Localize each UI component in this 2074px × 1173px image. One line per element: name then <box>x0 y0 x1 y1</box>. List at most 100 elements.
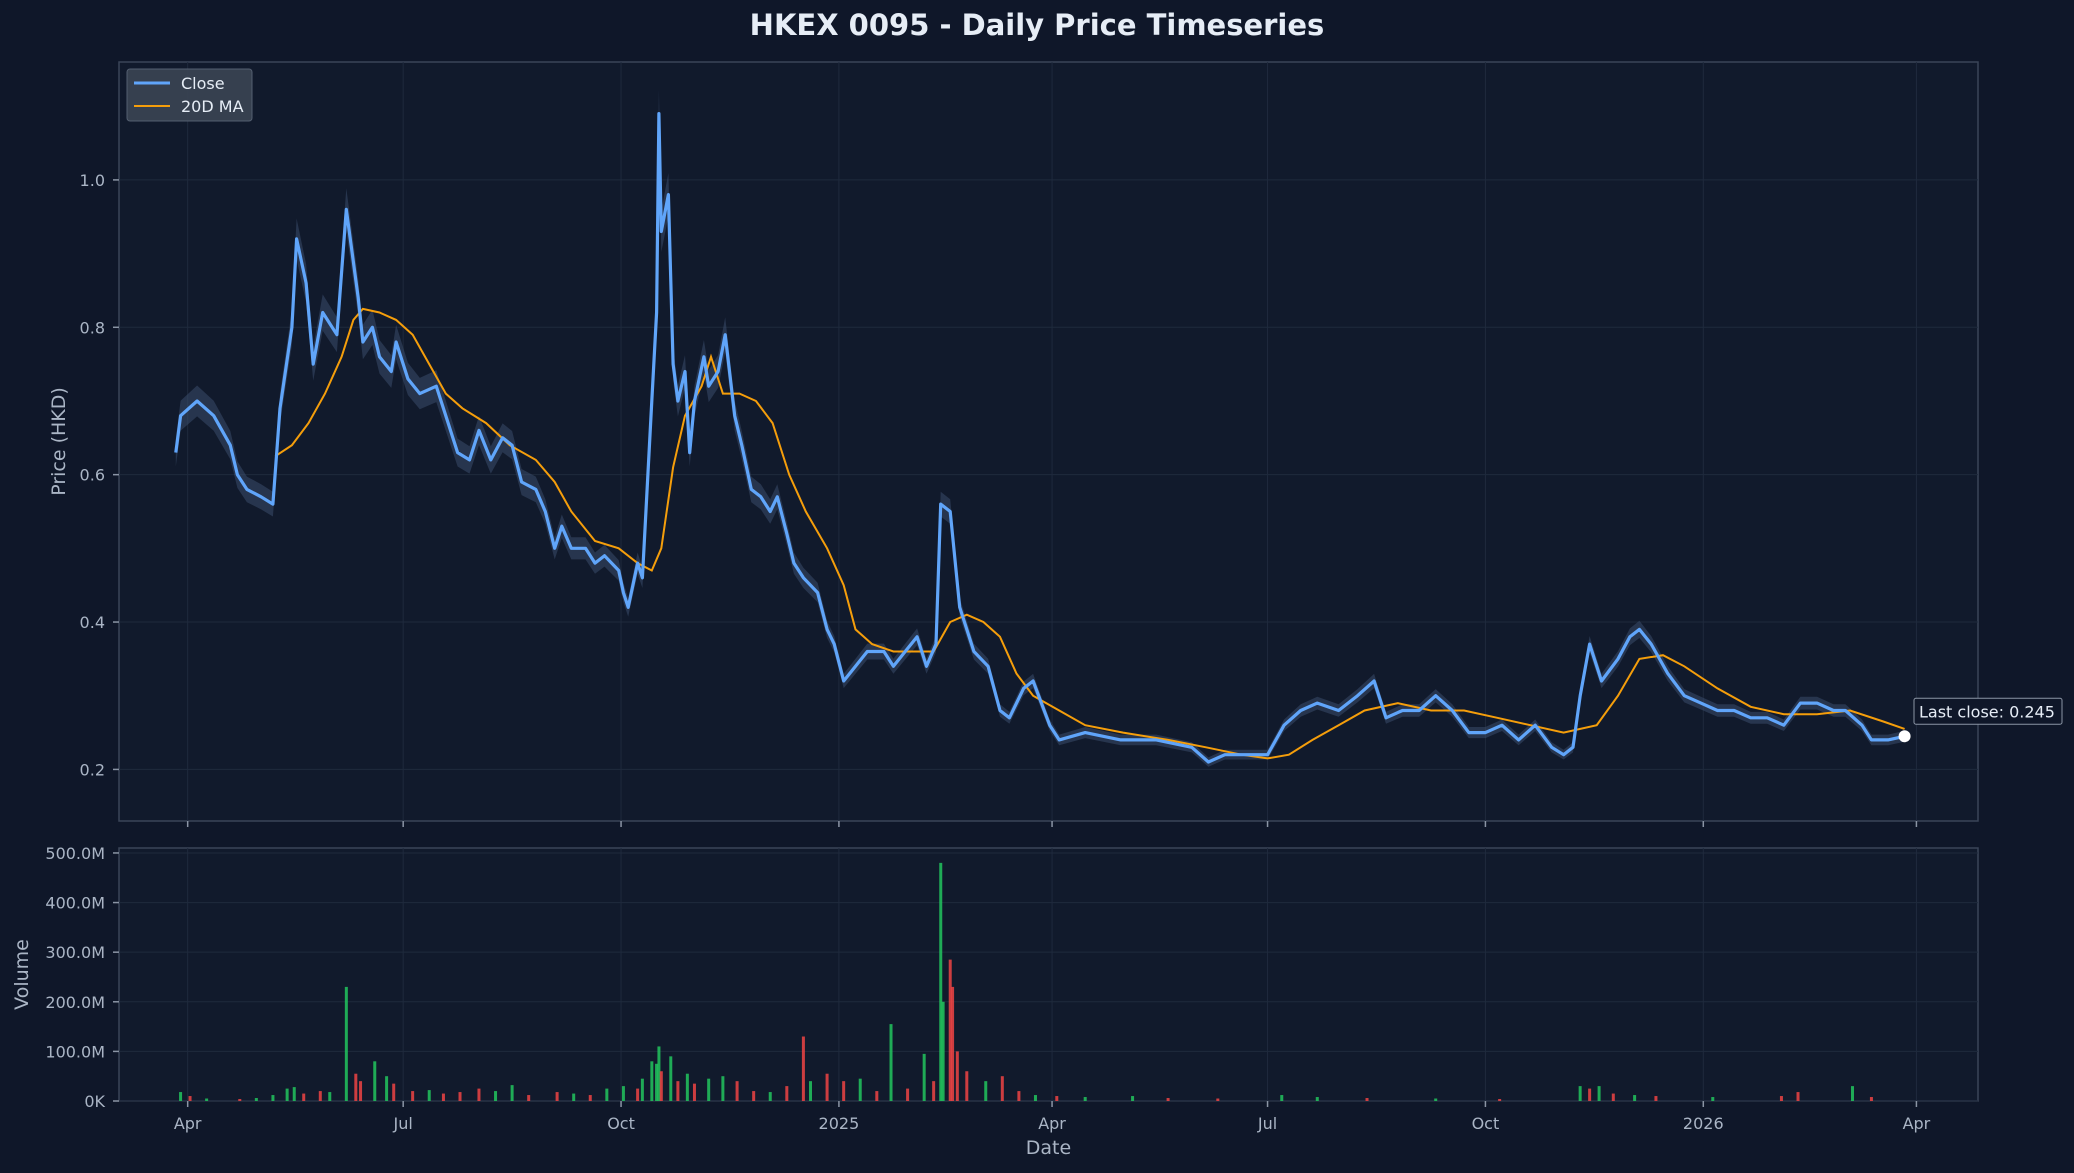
volume-bar <box>948 959 952 1101</box>
x-tick-label: Oct <box>607 1114 635 1133</box>
volume-bar <box>1611 1093 1615 1101</box>
volume-bar <box>768 1092 772 1101</box>
volume-bar <box>328 1092 332 1101</box>
legend-ma-label: 20D MA <box>181 97 244 116</box>
volume-bar <box>555 1092 559 1101</box>
volume-bar <box>359 1081 363 1101</box>
volume-bar <box>1017 1091 1021 1101</box>
volume-bar <box>941 1001 945 1101</box>
volume-bar <box>955 1051 959 1101</box>
volume-bar <box>1654 1096 1658 1101</box>
volume-bar <box>685 1073 689 1101</box>
close-series-line <box>174 112 1905 764</box>
legend-close-label: Close <box>181 74 225 93</box>
legend: Close 20D MA <box>126 68 253 122</box>
x-tick-label: Apr <box>174 1114 202 1133</box>
volume-bar <box>510 1085 514 1101</box>
volume-bar <box>1588 1088 1592 1101</box>
volume-bar <box>1578 1086 1582 1101</box>
last-close-label: Last close: 0.245 <box>1919 702 2055 721</box>
volume-bar <box>659 1071 663 1101</box>
volume-bar <box>721 1076 725 1101</box>
volume-bar <box>1633 1095 1637 1101</box>
volume-bar <box>1033 1095 1037 1101</box>
x-tick-label: Apr <box>1903 1114 1931 1133</box>
volume-bar <box>801 1036 805 1101</box>
volume-bar <box>572 1093 576 1101</box>
volume-y-tick-label: 200.0M <box>45 993 105 1012</box>
volume-bar <box>1796 1092 1800 1101</box>
chart-title: HKEX 0095 - Daily Price Timeseries <box>749 8 1325 42</box>
volume-bar <box>427 1090 431 1101</box>
volume-bar <box>889 1024 893 1101</box>
price-y-axis-label: Price (HKD) <box>48 387 70 496</box>
x-tick-label: Jul <box>393 1114 413 1133</box>
volume-bar <box>1365 1098 1369 1101</box>
x-axis: Apr Jul Oct 2025 Apr Jul Oct 2026 Apr Date <box>174 1101 1931 1159</box>
volume-bar <box>636 1088 640 1101</box>
volume-plot-area <box>118 847 1979 1102</box>
volume-bar <box>939 862 943 1101</box>
volume-bar <box>922 1053 926 1101</box>
volume-bar <box>527 1095 531 1101</box>
volume-bar <box>354 1073 358 1101</box>
volume-bar <box>906 1088 910 1101</box>
volume-bar <box>1711 1097 1715 1101</box>
price-y-tick-label: 0.4 <box>80 613 105 632</box>
volume-bar <box>179 1092 183 1101</box>
volume-bar <box>373 1061 377 1101</box>
volume-bar <box>1869 1097 1873 1101</box>
last-close-marker <box>1898 730 1911 743</box>
x-tick-label: 2025 <box>819 1114 860 1133</box>
volume-bar <box>1597 1086 1601 1101</box>
price-plot-area <box>118 61 1979 822</box>
x-tick-label: Oct <box>1472 1114 1500 1133</box>
volume-bar <box>477 1088 481 1101</box>
volume-bar <box>676 1081 680 1101</box>
volume-bar <box>385 1076 389 1101</box>
volume-y-tick-label: 500.0M <box>45 844 105 863</box>
volume-bar <box>254 1098 258 1101</box>
volume-y-tick-label: 400.0M <box>45 894 105 913</box>
volume-bar <box>1850 1086 1854 1101</box>
volume-bar <box>1000 1076 1004 1101</box>
volume-y-tick-label: 0K <box>84 1092 105 1111</box>
price-panel: 0.2 0.4 0.6 0.8 1.0 Price (HKD) Last close: 0.… <box>48 61 2063 827</box>
x-tick-label: Jul <box>1257 1114 1277 1133</box>
volume-bar <box>605 1088 609 1101</box>
volume-bar <box>238 1099 242 1101</box>
ma-series-line <box>274 307 1905 760</box>
volume-bar <box>640 1078 644 1101</box>
volume-bar <box>292 1087 296 1101</box>
volume-bar <box>344 986 348 1101</box>
volume-bar <box>621 1086 625 1101</box>
volume-bar <box>588 1095 592 1101</box>
price-y-tick-label: 1.0 <box>80 171 105 190</box>
volume-bar <box>1280 1095 1284 1101</box>
volume-bar <box>1216 1098 1220 1101</box>
volume-bar <box>441 1093 445 1101</box>
price-y-tick-label: 0.2 <box>80 760 105 779</box>
volume-bar <box>188 1096 192 1101</box>
volume-bar <box>842 1081 846 1101</box>
volume-y-axis-label: Volume <box>11 939 33 1010</box>
volume-bar <box>271 1095 275 1101</box>
volume-bar <box>785 1086 789 1101</box>
volume-bar <box>655 1063 659 1101</box>
volume-bar <box>1083 1097 1087 1101</box>
volume-bar <box>392 1083 396 1101</box>
volume-bar <box>1315 1097 1319 1101</box>
volume-bar <box>657 1046 661 1101</box>
volume-bar <box>932 1081 936 1101</box>
volume-bar <box>1055 1096 1059 1101</box>
volume-bar <box>1434 1098 1438 1101</box>
volume-bar <box>318 1091 322 1101</box>
x-tick-label: 2026 <box>1683 1114 1724 1133</box>
volume-bar <box>458 1092 462 1101</box>
volume-bar <box>494 1091 498 1101</box>
volume-bar <box>875 1091 879 1101</box>
volume-bar <box>1131 1096 1135 1101</box>
volume-bar <box>650 1061 654 1101</box>
volume-panel: 0K 100.0M 200.0M 300.0M 400.0M 500.0M Volume <box>11 844 1979 1111</box>
